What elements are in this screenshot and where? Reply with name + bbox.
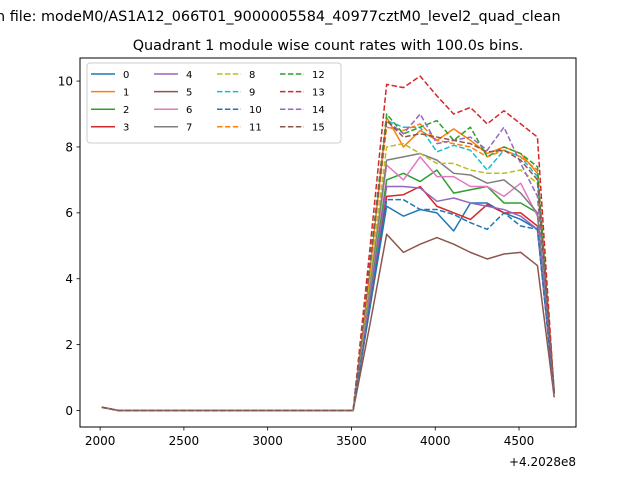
x-offset-label: +4.2028e8 bbox=[509, 455, 576, 469]
legend-label-10: 10 bbox=[249, 105, 262, 116]
y-tick-label: 8 bbox=[65, 140, 73, 154]
legend-label-13: 13 bbox=[312, 87, 325, 98]
legend-label-1: 1 bbox=[123, 87, 129, 98]
x-tick-label: 3000 bbox=[252, 434, 283, 448]
x-tick-label: 4500 bbox=[504, 434, 535, 448]
x-axis: 2000 2500 3000 3500 4000 4500 bbox=[85, 427, 534, 448]
legend-label-11: 11 bbox=[249, 123, 262, 134]
legend-label-15: 15 bbox=[312, 123, 325, 134]
series-line-15 bbox=[101, 119, 555, 412]
series-layer bbox=[101, 75, 555, 412]
x-tick-label: 2500 bbox=[169, 434, 200, 448]
y-axis: 0 2 4 6 8 10 bbox=[58, 74, 80, 418]
legend-label-3: 3 bbox=[123, 123, 129, 134]
legend-label-12: 12 bbox=[312, 70, 325, 81]
legend-frame bbox=[86, 62, 342, 144]
legend-label-0: 0 bbox=[123, 70, 129, 81]
legend-label-7: 7 bbox=[186, 123, 192, 134]
figure-suptitle: n file: modeM0/AS1A12_066T01_9000005584_… bbox=[0, 9, 561, 25]
x-tick-label: 3500 bbox=[336, 434, 367, 448]
y-tick-label: 0 bbox=[65, 404, 73, 418]
legend-label-4: 4 bbox=[186, 70, 192, 81]
y-tick-label: 2 bbox=[65, 338, 73, 352]
legend-label-14: 14 bbox=[312, 105, 325, 116]
legend-label-5: 5 bbox=[186, 87, 192, 98]
y-tick-label: 6 bbox=[65, 206, 73, 220]
y-tick-label: 4 bbox=[65, 272, 73, 286]
legend-label-6: 6 bbox=[186, 105, 192, 116]
x-tick-label: 2000 bbox=[85, 434, 116, 448]
plot-frame bbox=[79, 57, 577, 428]
legend-label-9: 9 bbox=[249, 87, 255, 98]
legend-label-2: 2 bbox=[123, 105, 129, 116]
x-tick-label: 4000 bbox=[420, 434, 451, 448]
legend-label-8: 8 bbox=[249, 70, 255, 81]
y-tick-label: 10 bbox=[58, 74, 73, 88]
chart-title: Quadrant 1 module wise count rates with … bbox=[133, 38, 524, 54]
